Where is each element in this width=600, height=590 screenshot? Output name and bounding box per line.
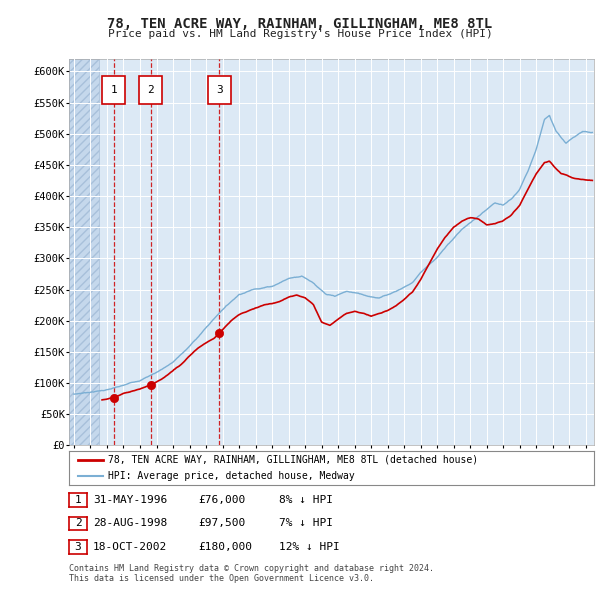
Text: 28-AUG-1998: 28-AUG-1998 [93, 519, 167, 528]
Text: 1: 1 [110, 85, 117, 95]
Text: 2: 2 [74, 519, 82, 528]
Text: 31-MAY-1996: 31-MAY-1996 [93, 495, 167, 504]
Text: £97,500: £97,500 [198, 519, 245, 528]
Text: 78, TEN ACRE WAY, RAINHAM, GILLINGHAM, ME8 8TL (detached house): 78, TEN ACRE WAY, RAINHAM, GILLINGHAM, M… [109, 455, 479, 465]
Text: 8% ↓ HPI: 8% ↓ HPI [279, 495, 333, 504]
Text: 18-OCT-2002: 18-OCT-2002 [93, 542, 167, 552]
FancyBboxPatch shape [208, 77, 231, 104]
Text: 78, TEN ACRE WAY, RAINHAM, GILLINGHAM, ME8 8TL: 78, TEN ACRE WAY, RAINHAM, GILLINGHAM, M… [107, 17, 493, 31]
Text: 3: 3 [74, 542, 82, 552]
FancyBboxPatch shape [139, 77, 163, 104]
Text: 7% ↓ HPI: 7% ↓ HPI [279, 519, 333, 528]
Text: £180,000: £180,000 [198, 542, 252, 552]
Text: 12% ↓ HPI: 12% ↓ HPI [279, 542, 340, 552]
Text: £76,000: £76,000 [198, 495, 245, 504]
Text: 2: 2 [148, 85, 154, 95]
Text: HPI: Average price, detached house, Medway: HPI: Average price, detached house, Medw… [109, 471, 355, 481]
Text: Price paid vs. HM Land Registry's House Price Index (HPI): Price paid vs. HM Land Registry's House … [107, 30, 493, 39]
Text: 3: 3 [216, 85, 223, 95]
Bar [69, 59, 99, 445]
Text: 1: 1 [74, 495, 82, 504]
Text: Contains HM Land Registry data © Crown copyright and database right 2024.
This d: Contains HM Land Registry data © Crown c… [69, 563, 434, 583]
FancyBboxPatch shape [103, 77, 125, 104]
